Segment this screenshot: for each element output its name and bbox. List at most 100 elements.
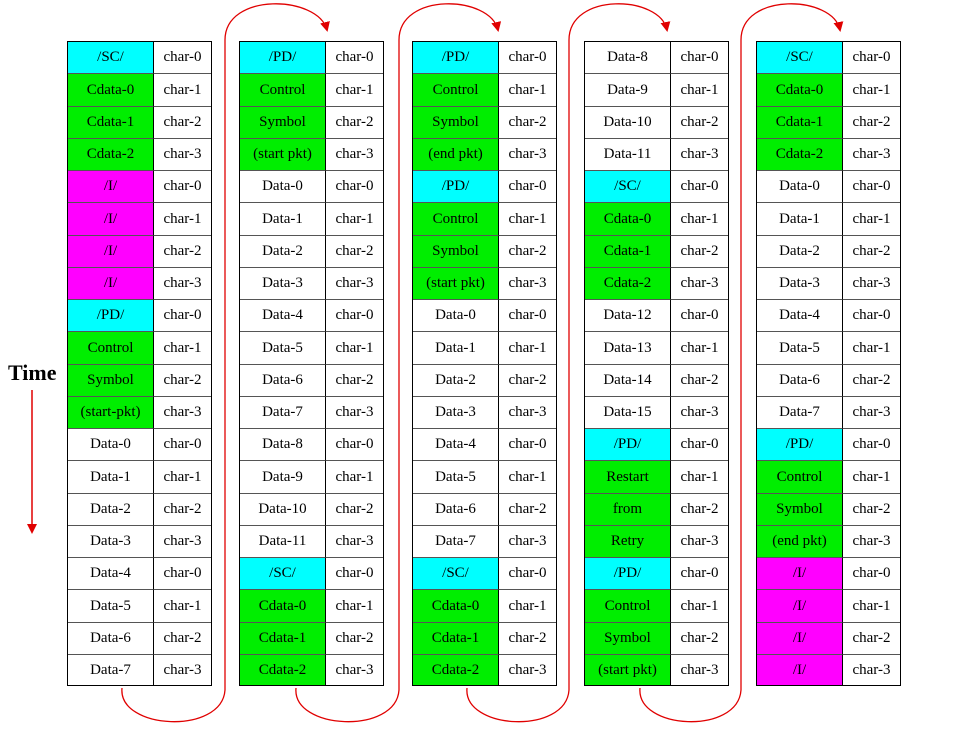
- symbol-cell: Symbol: [413, 107, 499, 139]
- symbol-cell: Data-0: [413, 300, 499, 332]
- symbol-cell: Data-7: [68, 655, 154, 685]
- char-cell: char-3: [154, 268, 211, 300]
- symbol-cell: /PD/: [585, 558, 671, 590]
- symbol-cell: Data-11: [240, 526, 326, 558]
- symbol-cell: /PD/: [585, 429, 671, 461]
- char-cell: char-2: [154, 365, 211, 397]
- symbol-cell: Control: [585, 590, 671, 623]
- char-cell: char-1: [154, 590, 211, 623]
- symbol-cell: Data-4: [413, 429, 499, 461]
- char-cell: char-2: [843, 623, 900, 655]
- char-cell: char-2: [326, 623, 383, 655]
- char-cell: char-0: [154, 429, 211, 461]
- char-cell: char-0: [154, 171, 211, 203]
- symbol-cell: Data-6: [68, 623, 154, 655]
- char-cell: char-1: [843, 74, 900, 107]
- char-cell: char-3: [843, 655, 900, 685]
- char-cell: char-3: [326, 268, 383, 300]
- char-cell: char-1: [326, 332, 383, 365]
- char-cell: char-0: [326, 42, 383, 74]
- symbol-cell: Data-2: [68, 494, 154, 526]
- symbol-cell: Data-10: [240, 494, 326, 526]
- char-cell: char-1: [843, 332, 900, 365]
- char-cell: char-1: [843, 590, 900, 623]
- symbol-cell: Data-1: [240, 203, 326, 236]
- symbol-cell: Retry: [585, 526, 671, 558]
- char-cell: char-1: [326, 461, 383, 494]
- column-1: /SC/char-0 Cdata-0 char-1 Cdata-1 char-2 Cdat…: [67, 41, 212, 686]
- char-cell: char-0: [499, 300, 556, 332]
- char-cell: char-1: [499, 203, 556, 236]
- symbol-cell: Data-9: [585, 74, 671, 107]
- char-cell: char-1: [671, 74, 728, 107]
- char-cell: char-3: [843, 268, 900, 300]
- symbol-cell: Data-3: [757, 268, 843, 300]
- char-cell: char-1: [671, 203, 728, 236]
- symbol-cell: /I/: [757, 558, 843, 590]
- char-cell: char-0: [671, 42, 728, 74]
- symbol-cell: Cdata-0: [68, 74, 154, 107]
- symbol-cell: /I/: [68, 268, 154, 300]
- symbol-cell: /I/: [757, 623, 843, 655]
- symbol-cell: /PD/: [240, 42, 326, 74]
- symbol-cell: Data-1: [757, 203, 843, 236]
- symbol-cell: /PD/: [413, 42, 499, 74]
- char-cell: char-0: [671, 300, 728, 332]
- symbol-cell: Data-7: [240, 397, 326, 429]
- symbol-cell: Data-15: [585, 397, 671, 429]
- char-cell: char-2: [843, 107, 900, 139]
- connector-arrow-4: [639, 3, 844, 723]
- symbol-cell: Data-14: [585, 365, 671, 397]
- symbol-cell: Cdata-1: [585, 236, 671, 268]
- symbol-cell: from: [585, 494, 671, 526]
- symbol-cell: Data-2: [240, 236, 326, 268]
- char-cell: char-0: [843, 429, 900, 461]
- symbol-cell: /PD/: [68, 300, 154, 332]
- symbol-cell: Data-6: [413, 494, 499, 526]
- symbol-cell: Cdata-0: [757, 74, 843, 107]
- symbol-cell: Data-6: [240, 365, 326, 397]
- char-cell: char-3: [326, 397, 383, 429]
- connector-arrow-3: [466, 3, 671, 723]
- char-cell: char-3: [499, 268, 556, 300]
- char-cell: char-0: [671, 171, 728, 203]
- char-cell: char-0: [154, 42, 211, 74]
- char-cell: char-0: [326, 300, 383, 332]
- char-cell: char-1: [499, 74, 556, 107]
- char-cell: char-3: [499, 526, 556, 558]
- char-cell: char-3: [671, 655, 728, 685]
- column-connectors: [121, 3, 844, 723]
- char-cell: char-3: [326, 655, 383, 685]
- symbol-cell: Symbol: [585, 623, 671, 655]
- symbol-cell: Data-4: [68, 558, 154, 590]
- symbol-cell: Data-12: [585, 300, 671, 332]
- char-cell: char-3: [154, 139, 211, 171]
- symbol-cell: Data-4: [757, 300, 843, 332]
- char-cell: char-2: [843, 236, 900, 268]
- char-cell: char-0: [843, 558, 900, 590]
- char-cell: char-3: [843, 139, 900, 171]
- symbol-cell: Control: [413, 203, 499, 236]
- symbol-cell: Data-3: [240, 268, 326, 300]
- symbol-cell: Data-3: [68, 526, 154, 558]
- symbol-cell: Cdata-2: [585, 268, 671, 300]
- char-cell: char-2: [671, 365, 728, 397]
- char-cell: char-0: [671, 429, 728, 461]
- symbol-cell: Symbol: [757, 494, 843, 526]
- symbol-cell: Data-7: [413, 526, 499, 558]
- char-cell: char-0: [671, 558, 728, 590]
- char-cell: char-2: [499, 107, 556, 139]
- symbol-cell: /SC/: [585, 171, 671, 203]
- char-cell: char-3: [326, 139, 383, 171]
- symbol-cell: Cdata-1: [68, 107, 154, 139]
- symbol-cell: Data-11: [585, 139, 671, 171]
- char-cell: char-0: [326, 429, 383, 461]
- column-5: /SC/char-0 Cdata-0 char-1 Cdata-1 char-2 Cdat…: [756, 41, 901, 686]
- char-cell: char-2: [843, 494, 900, 526]
- symbol-cell: /SC/: [757, 42, 843, 74]
- char-cell: char-1: [154, 203, 211, 236]
- char-cell: char-3: [154, 397, 211, 429]
- char-cell: char-1: [499, 590, 556, 623]
- symbol-cell: Cdata-1: [413, 623, 499, 655]
